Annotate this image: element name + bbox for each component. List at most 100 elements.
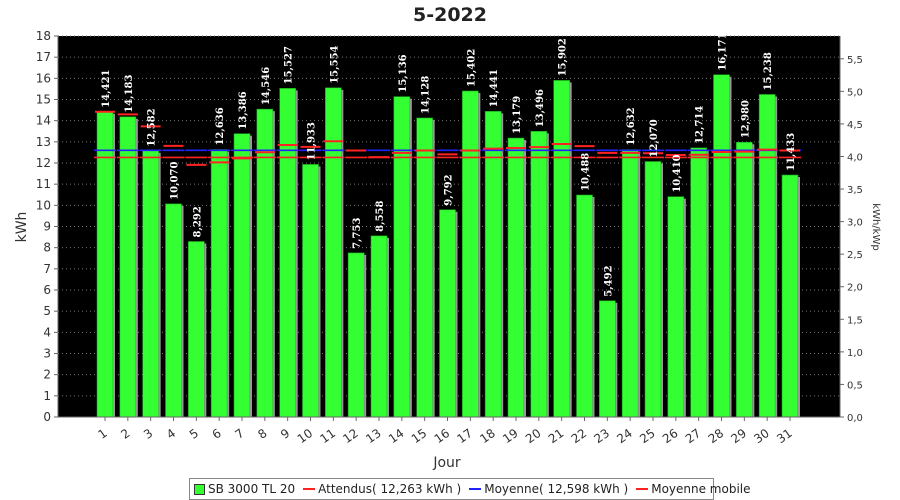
y2-tick-label: 4,5 <box>847 120 863 131</box>
data-label: 14,421 <box>101 69 112 107</box>
data-label: 8,292 <box>192 206 203 237</box>
y-tick-label: 5 <box>43 304 51 318</box>
bar-shadow <box>638 151 641 417</box>
bar-shadow <box>181 205 184 417</box>
data-label: 12,582 <box>147 108 158 146</box>
bar-shadow <box>295 90 298 418</box>
x-axis-label: Jour <box>432 455 461 471</box>
x-tick-label: 25 <box>637 426 658 446</box>
bar <box>781 174 799 418</box>
bar <box>165 203 182 418</box>
bar <box>713 74 730 418</box>
x-tick-label: 27 <box>683 426 704 446</box>
bar <box>370 235 388 418</box>
bar <box>188 241 205 418</box>
y2-tick-label: 5,5 <box>847 55 863 66</box>
y2-tick-label: 3,0 <box>847 218 863 229</box>
bar <box>416 117 433 418</box>
data-label: 12,980 <box>740 100 751 138</box>
bar <box>119 116 137 418</box>
data-label: 12,636 <box>215 107 226 145</box>
y-tick-label: 8 <box>43 241 51 255</box>
bar-shadow <box>158 152 161 417</box>
x-tick-label: 2 <box>118 426 132 442</box>
bar-shadow <box>272 111 275 417</box>
bar-shadow <box>432 119 435 417</box>
bar-shadow <box>592 197 595 417</box>
data-label: 11,933 <box>307 122 318 160</box>
bar <box>325 87 342 418</box>
x-tick-label: 22 <box>569 426 590 446</box>
x-tick-label: 11 <box>318 426 339 446</box>
bar-shadow <box>387 237 389 417</box>
bar <box>279 88 296 418</box>
data-label: 14,441 <box>489 69 500 107</box>
y-tick-label: 10 <box>36 198 51 212</box>
y2-tick-label: 0,0 <box>847 413 863 424</box>
bar-shadow <box>318 166 321 417</box>
data-label: 9,792 <box>444 174 455 205</box>
bar-shadow <box>615 302 618 417</box>
data-label: 13,179 <box>512 96 523 134</box>
y-tick-label: 11 <box>36 177 51 191</box>
bar <box>142 150 159 418</box>
bar-shadow <box>455 211 458 417</box>
y-tick-label: 12 <box>36 156 51 170</box>
data-label: 14,183 <box>124 74 135 112</box>
data-label: 16,171 <box>718 32 729 70</box>
bar-shadow <box>135 118 138 418</box>
legend-swatch <box>636 488 649 490</box>
bar-shadow <box>250 135 252 417</box>
reference-lines <box>94 110 801 166</box>
data-label: 15,136 <box>398 54 409 92</box>
x-tick-label: 14 <box>386 426 407 446</box>
bar-shadow <box>204 243 207 417</box>
data-label: 15,554 <box>329 45 340 83</box>
data-label: 12,714 <box>695 106 706 144</box>
x-tick-label: 3 <box>141 426 155 442</box>
bar <box>667 196 685 418</box>
y-tick-label: 18 <box>36 29 51 43</box>
legend-swatch <box>303 488 316 490</box>
y2-tick-label: 0,5 <box>847 380 863 391</box>
y-tick-label: 4 <box>43 325 51 339</box>
bar-shadow <box>775 96 778 417</box>
x-tick-label: 30 <box>751 426 772 446</box>
bar <box>736 141 753 418</box>
bar <box>210 149 228 418</box>
x-tick-label: 1 <box>95 426 109 442</box>
data-label: 15,902 <box>558 38 569 76</box>
bar <box>507 137 525 418</box>
data-label: 15,238 <box>763 52 774 90</box>
bar-shadow <box>113 113 115 418</box>
x-tick-label: 6 <box>210 426 224 442</box>
data-label: 15,527 <box>284 46 295 84</box>
bar-shadow <box>546 133 549 418</box>
x-tick-label: 21 <box>546 426 567 446</box>
data-label: 10,410 <box>672 154 683 192</box>
y-tick-label: 2 <box>43 368 51 382</box>
legend: SB 3000 TL 20 Attendus( 12,263 kWh ) Moy… <box>189 478 751 500</box>
data-label: 5,492 <box>603 265 614 296</box>
bar-shadow <box>661 163 663 417</box>
y-tick-label: 0 <box>43 410 51 424</box>
y-tick-label: 14 <box>36 114 51 128</box>
x-tick-label: 17 <box>455 426 476 446</box>
right-axis: 0,0 0,5 1,0 1,5 2,0 2,5 3,0 3,5 4,0 4,5 5,0 5,5 <box>839 36 863 424</box>
bar <box>690 147 707 418</box>
legend-label: Attendus( 12,263 kWh ) <box>318 482 462 496</box>
bar <box>530 131 548 418</box>
x-tick-label: 24 <box>614 426 635 446</box>
legend-item-production: SB 3000 TL 20 <box>194 482 295 496</box>
data-label: 15,402 <box>466 49 477 87</box>
y-tick-label: 13 <box>36 135 51 149</box>
x-tick-label: 12 <box>340 426 361 446</box>
y-tick-label: 16 <box>36 71 51 85</box>
x-tick-label: 26 <box>660 426 681 446</box>
data-label: 10,488 <box>581 153 592 191</box>
x-tick-label: 31 <box>774 426 795 446</box>
bar <box>393 96 411 418</box>
chart-title: 5-2022 <box>413 4 487 26</box>
bar <box>439 209 456 418</box>
